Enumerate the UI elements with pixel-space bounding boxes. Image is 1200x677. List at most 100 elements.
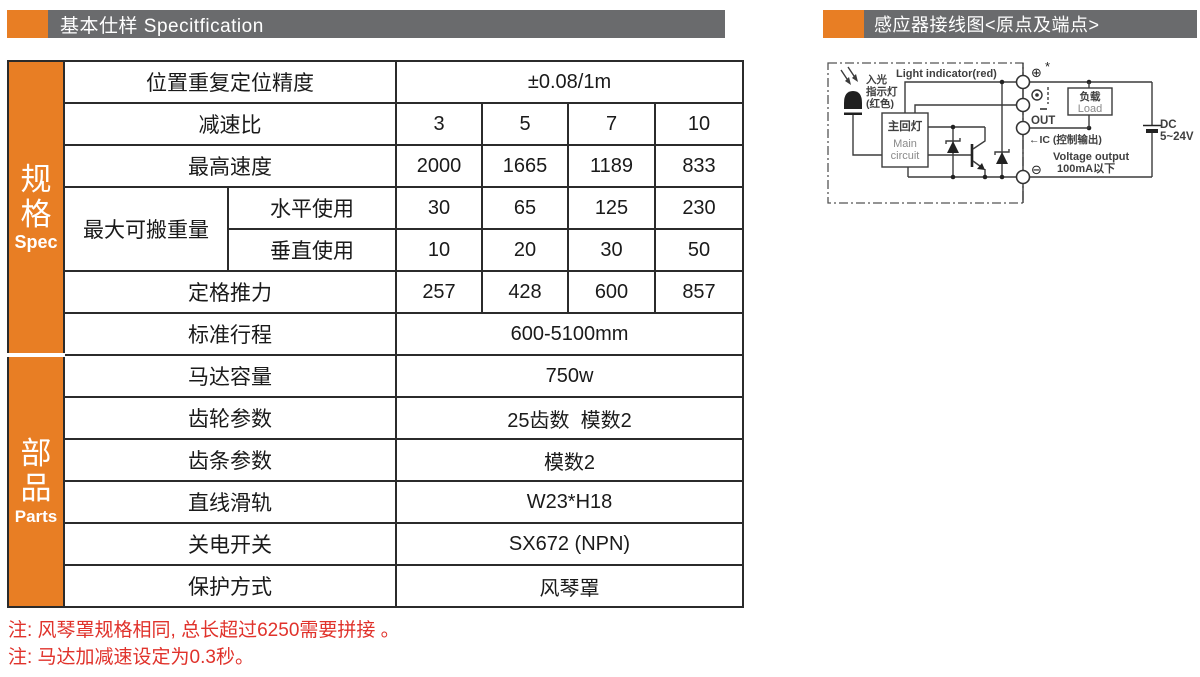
row-label: 标准行程 <box>63 312 397 356</box>
row-value: 10 <box>654 102 744 146</box>
table-row: 最大可搬重量 水平使用 30 65 125 230 <box>8 186 744 272</box>
row-value: 30 <box>395 186 483 230</box>
group-spec-cn: 格 <box>20 197 52 232</box>
row-value: W23*H18 <box>395 480 744 524</box>
transistor-icon <box>970 127 986 177</box>
sensor-enclosure-box <box>827 62 1024 204</box>
wiring-section-header: 感应器接线图<原点及端点> <box>823 10 1197 38</box>
orange-accent-square <box>7 10 48 38</box>
row-label: 最高速度 <box>63 144 397 188</box>
group-parts-cn: 部 <box>20 436 52 471</box>
row-value: 428 <box>481 270 569 314</box>
table-row: 最高速度 2000 1665 1189 833 <box>8 144 744 188</box>
footnote-1: 注: 风琴罩规格相同, 总长超过6250需要拼接 。 <box>8 620 400 641</box>
row-value: 风琴罩 <box>395 564 744 608</box>
row-value: ±0.08/1m <box>395 60 744 104</box>
row-value: 2000 <box>395 144 483 188</box>
group-spec-cn: 规 <box>20 162 52 197</box>
load-box <box>1067 87 1113 116</box>
light-ray-icon <box>840 66 858 85</box>
load-label-cn: 负载 <box>1080 90 1102 103</box>
row-value: 25齿数 模数2 <box>395 396 744 440</box>
row-value: 750w <box>395 354 744 398</box>
led-indicator-icon <box>843 91 863 115</box>
row-value: 125 <box>567 186 656 230</box>
table-row: 关电开关 SX672 (NPN) <box>8 522 744 566</box>
row-value: 600-5100mm <box>395 312 744 356</box>
ic-output-label: ←IC (控制输出) <box>1029 133 1102 146</box>
row-value: 857 <box>654 270 744 314</box>
main-circuit-box <box>881 112 929 168</box>
table-row: 直线滑轨 W23*H18 <box>8 480 744 524</box>
zener-diode-icon <box>945 127 961 177</box>
wiring-section-title: 感应器接线图<原点及端点> <box>864 10 1197 38</box>
row-label: 齿条参数 <box>63 438 397 482</box>
group-parts: 部 品 Parts <box>7 354 65 608</box>
row-value: SX672 (NPN) <box>395 522 744 566</box>
row-label: 减速比 <box>63 102 397 146</box>
row-value: 65 <box>481 186 569 230</box>
row-label: 齿轮参数 <box>63 396 397 440</box>
light-indicator-label: Light indicator(red) <box>896 68 997 80</box>
terminal-circles <box>1015 74 1031 185</box>
dc-label: DC <box>1160 119 1177 131</box>
voltage-output-label: Voltage output <box>1053 151 1130 163</box>
row-label: 水平使用 <box>227 186 397 230</box>
row-label: 直线滑轨 <box>63 480 397 524</box>
dc-voltage-label: 5~24V <box>1160 131 1194 143</box>
group-parts-cn: 品 <box>20 471 52 506</box>
spec-section-header: 基本仕样 Specitfication <box>7 10 725 38</box>
table-row: 规 格 Spec 位置重复定位精度 ±0.08/1m <box>7 60 744 357</box>
plus-terminal-label: ⊕ <box>1031 65 1042 80</box>
table-row: 标准行程 600-5100mm <box>8 312 744 356</box>
row-label: 马达容量 <box>63 354 397 398</box>
battery-icon <box>1143 124 1161 133</box>
voltage-limit-label: 100mA以下 <box>1057 162 1115 175</box>
asterisk-mark: * <box>1045 59 1050 74</box>
group-parts-en: Parts <box>14 507 58 526</box>
row-value: 1665 <box>481 144 569 188</box>
table-row: 减速比 3 5 7 10 <box>8 102 744 146</box>
main-circuit-cn: 主回灯 <box>888 119 923 133</box>
load-label-en: Load <box>1078 103 1102 115</box>
row-value: 1189 <box>567 144 656 188</box>
row-label: 关电开关 <box>63 522 397 566</box>
row-value: 833 <box>654 144 744 188</box>
spec-table: 规 格 Spec 位置重复定位精度 ±0.08/1m 减速比 3 5 7 10 … <box>7 60 744 608</box>
table-row: 垂直使用 10 20 30 50 <box>8 228 744 272</box>
led-label-cn: (红色) <box>866 97 894 110</box>
zener-diode-icon <box>994 82 1010 177</box>
sensor-wiring-diagram: 入光 指示灯 (红色) Light indicator(red) 主回灯 Mai… <box>827 59 1194 204</box>
row-value: 600 <box>567 270 656 314</box>
row-group-label: 最大可搬重量 <box>63 186 229 272</box>
orange-accent-square <box>823 10 864 38</box>
table-row: 定格推力 257 428 600 857 <box>8 270 744 314</box>
out-label: OUT <box>1031 115 1055 127</box>
row-value: 50 <box>654 228 744 272</box>
row-label: 保护方式 <box>63 564 397 608</box>
group-spec-en: Spec <box>14 232 58 252</box>
row-label: 垂直使用 <box>227 228 397 272</box>
row-value: 3 <box>395 102 483 146</box>
row-value: 30 <box>567 228 656 272</box>
led-label-cn: 指示灯 <box>866 85 898 98</box>
spec-section-title: 基本仕样 Specitfication <box>48 10 725 38</box>
row-value: 模数2 <box>395 438 744 482</box>
row-value: 20 <box>481 228 569 272</box>
row-value: 230 <box>654 186 744 230</box>
output-wires <box>1023 82 1153 177</box>
group-spec: 规 格 Spec <box>7 60 65 357</box>
led-label-cn: 入光 <box>866 73 887 86</box>
table-row: 部 品 Parts 马达容量 750w <box>7 354 744 608</box>
main-circuit-en: circuit <box>891 150 920 162</box>
main-circuit-en: Main <box>893 138 917 150</box>
table-row: 保护方式 风琴罩 <box>8 564 744 608</box>
row-label: 位置重复定位精度 <box>63 60 397 104</box>
minus-terminal-label: ⊖ <box>1031 162 1042 177</box>
row-value: 5 <box>481 102 569 146</box>
table-row: 齿轮参数 25齿数 模数2 <box>8 396 744 440</box>
table-row: 齿条参数 模数2 <box>8 438 744 482</box>
row-value: 10 <box>395 228 483 272</box>
row-value: 7 <box>567 102 656 146</box>
nc-terminal-icon <box>1031 87 1049 110</box>
